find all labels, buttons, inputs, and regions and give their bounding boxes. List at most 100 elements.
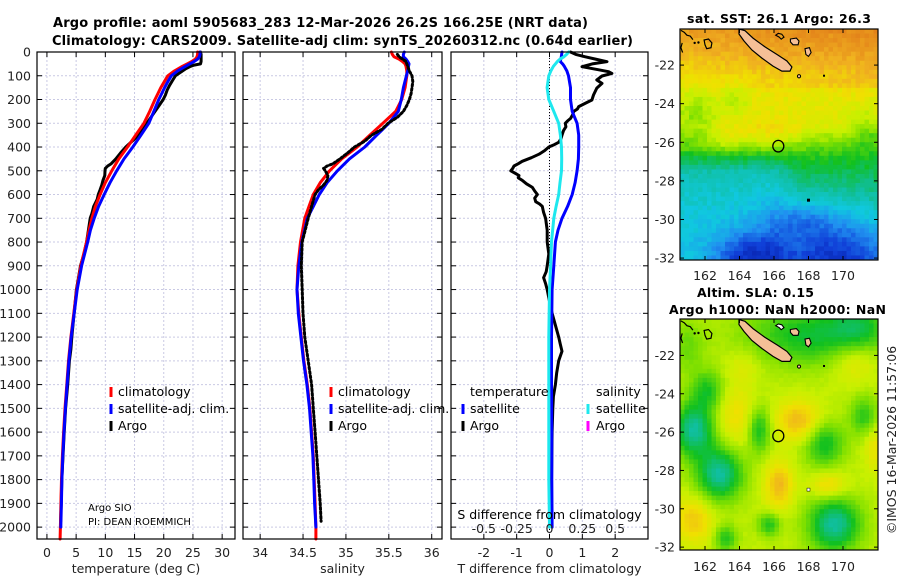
map-cell — [738, 205, 744, 211]
map-cell — [761, 196, 766, 202]
map-cell — [846, 414, 852, 420]
map-cell — [716, 187, 721, 193]
map-cell — [693, 346, 699, 352]
map-cell — [855, 377, 861, 383]
map-cell — [792, 400, 798, 406]
map-cell — [783, 164, 789, 170]
map-cell — [693, 463, 699, 469]
map-cell — [851, 405, 856, 410]
map-cell — [783, 459, 789, 465]
map-cell — [752, 459, 757, 465]
map-cell — [761, 468, 766, 474]
map-cell — [819, 42, 825, 48]
lat-tick-label: -22 — [655, 58, 675, 73]
map-cell — [734, 486, 739, 492]
map-cell — [819, 432, 825, 438]
map-cell — [761, 74, 766, 80]
map-cell — [689, 228, 694, 234]
map-cell — [693, 323, 699, 329]
map-cell — [810, 432, 816, 438]
map-cell — [792, 355, 798, 361]
map-cell — [698, 391, 703, 397]
map-cell — [702, 441, 708, 447]
map-cell — [770, 219, 775, 225]
map-cell — [828, 133, 834, 139]
map-cell — [770, 205, 775, 211]
map-cell — [873, 164, 879, 170]
map-cell — [743, 92, 748, 98]
map-cell — [720, 155, 726, 161]
map-cell — [738, 255, 744, 261]
map-cell — [707, 83, 712, 89]
map-cell — [689, 332, 694, 338]
map-cell — [774, 119, 780, 125]
map-cell — [747, 119, 753, 125]
map-cell — [747, 164, 753, 170]
map-cell — [824, 445, 829, 451]
map-cell — [729, 78, 735, 84]
map-cell — [729, 119, 735, 125]
map-cell — [788, 518, 793, 524]
map-cell — [693, 350, 699, 356]
map-cell — [752, 223, 757, 229]
map-cell — [815, 468, 820, 474]
map-cell — [693, 196, 699, 202]
map-cell — [833, 540, 838, 546]
map-cell — [734, 192, 739, 197]
map-cell — [680, 328, 685, 333]
map-cell — [797, 540, 802, 546]
map-cell — [774, 545, 780, 551]
map-cell — [765, 500, 771, 506]
map-cell — [819, 137, 825, 143]
map-cell — [783, 228, 789, 234]
map-cell — [779, 78, 784, 84]
sla-map-field — [680, 319, 879, 551]
map-cell — [824, 500, 829, 506]
map-cell — [788, 418, 793, 424]
map-cell — [738, 119, 744, 125]
map-cell — [842, 128, 847, 134]
map-cell — [855, 210, 861, 216]
map-cell — [716, 155, 721, 161]
map-cell — [711, 423, 717, 429]
map-cell — [797, 373, 802, 379]
map-cell — [873, 223, 879, 229]
map-cell — [788, 509, 793, 515]
map-cell — [716, 219, 721, 225]
map-cell — [698, 137, 703, 143]
map-cell — [684, 509, 690, 515]
map-cell — [693, 137, 699, 143]
map-cell — [806, 509, 811, 515]
map-cell — [869, 142, 874, 148]
map-cell — [819, 173, 825, 179]
map-cell — [743, 405, 748, 410]
map-cell — [815, 223, 820, 229]
map-cell — [864, 364, 870, 370]
map-cell — [810, 110, 816, 116]
map-cell — [801, 101, 807, 107]
map-cell — [783, 436, 789, 442]
map-cell — [716, 482, 721, 487]
map-cell — [734, 223, 739, 229]
map-cell — [783, 169, 789, 175]
map-cell — [680, 87, 685, 93]
map-cell — [743, 146, 748, 152]
map-cell — [734, 418, 739, 424]
map-cell — [851, 491, 856, 497]
map-cell — [873, 396, 879, 401]
map-cell — [846, 60, 852, 66]
map-cell — [711, 491, 717, 497]
map-cell — [788, 396, 793, 401]
map-cell — [743, 522, 748, 528]
map-cell — [792, 33, 798, 39]
map-cell — [761, 115, 766, 120]
map-cell — [851, 459, 856, 465]
map-cell — [747, 368, 753, 374]
map-cell — [860, 386, 865, 392]
map-cell — [815, 237, 820, 243]
map-cell — [801, 119, 807, 125]
map-cell — [815, 133, 820, 139]
map-cell — [797, 223, 802, 229]
map-cell — [729, 436, 735, 442]
map-cell — [783, 527, 789, 533]
